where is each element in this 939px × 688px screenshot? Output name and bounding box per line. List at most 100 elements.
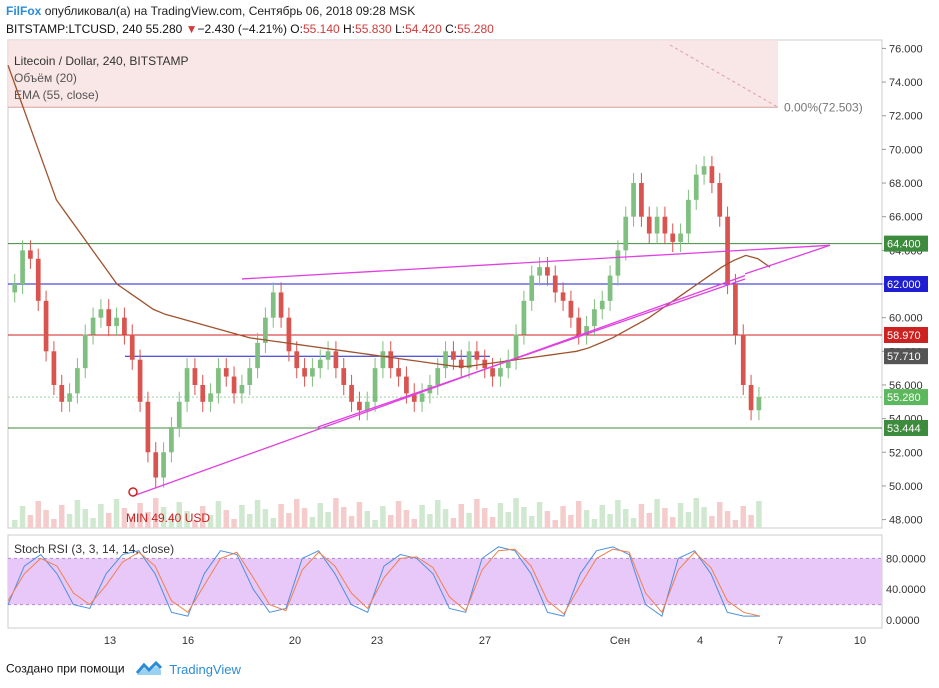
volume-bar xyxy=(411,519,417,528)
level-price-label: 53.444 xyxy=(887,423,921,435)
candle-body xyxy=(662,216,668,234)
candle-body xyxy=(106,309,112,327)
volume-bar xyxy=(709,516,715,528)
volume-bar xyxy=(231,519,237,528)
candle-body xyxy=(349,384,354,402)
price-change: −2.430 (−4.21%) xyxy=(197,22,287,36)
volume-bar xyxy=(168,516,175,528)
candle-body xyxy=(740,334,746,385)
y-tick-label: 60.000 xyxy=(889,313,923,325)
volume-bar xyxy=(121,508,128,528)
volume-bar xyxy=(395,501,402,528)
candle-body xyxy=(35,258,41,301)
close-label: C: xyxy=(445,22,458,36)
volume-bar xyxy=(529,516,535,528)
volume-bar xyxy=(662,508,668,528)
candle-body xyxy=(223,368,229,377)
volume-bar xyxy=(254,500,261,528)
volume-bar xyxy=(615,500,621,528)
volume-bar xyxy=(239,505,245,528)
candle-body xyxy=(733,284,738,335)
candle-body xyxy=(631,183,636,217)
candle-body xyxy=(247,368,253,385)
volume-bar xyxy=(748,515,754,528)
trendline-apex xyxy=(744,244,831,275)
fib-diagonal xyxy=(669,44,779,108)
volume-bar xyxy=(450,518,457,528)
candle-body xyxy=(169,427,174,453)
trendline-resistance xyxy=(241,244,831,280)
symbol-label: BITSTAMP:LTCUSD, 240 xyxy=(6,22,143,36)
candle-body xyxy=(505,359,511,369)
rsi-tick-label: 40.0000 xyxy=(886,584,926,596)
volume-bar xyxy=(74,500,81,528)
candle-body xyxy=(686,199,691,234)
volume-bar xyxy=(106,513,112,528)
volume-bar xyxy=(215,501,222,528)
candle-body xyxy=(576,317,582,335)
level-price-tag xyxy=(884,348,928,365)
level-price-label: 64.400 xyxy=(887,239,921,251)
stoch-rsi-label: Stoch RSI (3, 3, 14, 14, close) xyxy=(14,542,174,556)
volume-bar xyxy=(419,505,425,528)
volume-bar xyxy=(607,514,613,528)
axes: 76.00074.00072.00070.00068.00066.00064.0… xyxy=(104,43,928,647)
candle-body xyxy=(114,317,119,327)
indicator-label: Объём (20) xyxy=(14,71,77,85)
candle-body xyxy=(443,351,448,369)
volume-bar xyxy=(90,518,96,528)
volume-bar xyxy=(59,505,65,528)
candle-body xyxy=(137,359,143,402)
volume-bar xyxy=(724,511,731,528)
candle-body xyxy=(302,368,307,377)
candle-body xyxy=(458,359,464,369)
y-tick-label: 66.000 xyxy=(889,212,923,224)
volume-bar xyxy=(27,515,34,528)
volume-bar xyxy=(693,498,699,528)
main-pane[interactable]: 0.00%(72.503) Litecoin / Dollar, 240, BIT… xyxy=(7,39,883,529)
candle-body xyxy=(560,292,566,301)
author-name[interactable]: FilFox xyxy=(6,4,42,18)
candle-body xyxy=(286,317,292,352)
volume-bar xyxy=(12,520,18,528)
volume-bar xyxy=(153,498,159,528)
volume-bar xyxy=(458,504,464,528)
candle-body xyxy=(513,334,519,360)
volume-bar xyxy=(372,520,378,528)
candle-body xyxy=(404,376,409,394)
volume-bar xyxy=(145,512,151,528)
candle-body xyxy=(372,368,378,402)
volume-bar xyxy=(270,518,276,528)
candle-body xyxy=(161,452,166,478)
volume-bar xyxy=(129,517,135,528)
y-tick-label: 74.000 xyxy=(889,77,923,89)
volume-bar xyxy=(732,520,739,528)
stoch-rsi-pane[interactable]: Stoch RSI (3, 3, 14, 14, close) xyxy=(7,534,883,629)
candle-body xyxy=(153,452,159,478)
level-price-label: 58.970 xyxy=(887,330,921,342)
stoch-k-line xyxy=(7,546,760,617)
volume-bar xyxy=(568,515,574,528)
volume-bar xyxy=(591,519,598,528)
level-price-tag xyxy=(884,326,928,343)
candle-body xyxy=(75,368,80,394)
candle-body xyxy=(639,183,644,217)
volume-bar xyxy=(333,498,339,528)
volume-bar xyxy=(717,502,723,528)
y-tick-label: 76.000 xyxy=(889,43,923,55)
tradingview-logo-icon[interactable] xyxy=(135,660,163,679)
volume-bar xyxy=(654,499,660,528)
candle-body xyxy=(294,351,300,369)
candle-body xyxy=(709,166,715,184)
candle-body xyxy=(568,300,574,318)
publish-header: FilFox опубликовал(а) на TradingView.com… xyxy=(6,4,415,18)
candle-body xyxy=(615,250,621,276)
volume-bar xyxy=(19,506,26,528)
x-tick-label: 10 xyxy=(854,635,866,647)
volume-bar xyxy=(505,512,511,528)
candle-body xyxy=(756,397,762,411)
tradingview-link[interactable]: TradingView xyxy=(169,662,241,677)
volume-bar xyxy=(482,508,488,528)
candle-body xyxy=(333,351,339,369)
